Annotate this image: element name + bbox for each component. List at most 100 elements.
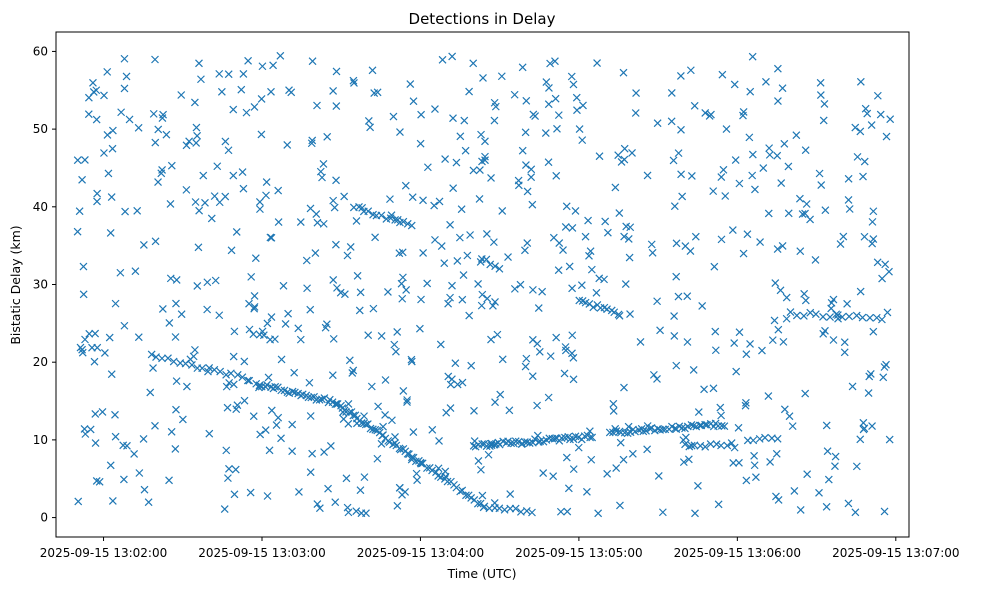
data-point <box>742 350 751 359</box>
data-point <box>520 246 529 255</box>
data-point <box>387 211 396 220</box>
data-point <box>84 110 93 119</box>
data-point <box>534 304 543 312</box>
data-point <box>848 382 857 391</box>
data-point <box>612 464 621 472</box>
data-point <box>557 434 566 442</box>
data-point <box>151 421 159 430</box>
data-point <box>403 398 411 406</box>
data-point <box>552 333 561 342</box>
data-point <box>201 198 209 207</box>
data-point <box>147 350 156 359</box>
data-point <box>431 235 439 244</box>
data-point <box>399 217 408 226</box>
data-point <box>384 288 392 296</box>
data-point <box>371 425 380 434</box>
data-point <box>352 217 361 225</box>
data-point <box>586 247 595 256</box>
data-point <box>577 281 586 290</box>
data-point <box>748 150 757 159</box>
data-point <box>788 422 797 431</box>
data-point <box>683 292 692 301</box>
data-point <box>476 465 485 474</box>
data-point <box>643 445 652 454</box>
data-point <box>528 285 537 294</box>
data-point <box>845 312 854 321</box>
data-point <box>625 253 634 262</box>
plot-frame <box>55 31 910 538</box>
data-point <box>687 172 696 180</box>
data-point <box>669 156 678 165</box>
data-point <box>213 162 222 171</box>
data-point <box>678 192 687 201</box>
data-point <box>836 240 845 249</box>
data-point <box>315 395 324 404</box>
data-point <box>413 476 422 485</box>
data-point <box>670 202 679 211</box>
data-point <box>624 235 633 243</box>
data-point <box>86 425 95 434</box>
data-point <box>579 101 587 110</box>
data-point <box>824 475 833 484</box>
data-point <box>172 299 180 308</box>
data-point <box>544 100 553 109</box>
data-point <box>444 299 453 308</box>
data-point <box>203 278 212 287</box>
data-point <box>151 55 159 64</box>
data-point <box>670 332 679 340</box>
data-point <box>587 455 596 464</box>
data-point <box>396 128 404 137</box>
data-point <box>134 123 143 132</box>
data-point <box>833 311 842 320</box>
data-point <box>869 207 878 216</box>
data-point <box>389 112 398 121</box>
data-point <box>130 449 139 458</box>
data-point <box>595 274 604 283</box>
data-point <box>844 499 853 508</box>
data-point <box>357 509 366 518</box>
data-point <box>448 281 456 290</box>
data-point <box>806 308 815 317</box>
data-point <box>643 171 652 180</box>
data-point <box>277 434 285 443</box>
data-point <box>75 207 84 216</box>
data-point <box>676 71 685 80</box>
data-point <box>867 121 876 130</box>
data-point <box>210 365 219 374</box>
data-point <box>231 465 240 474</box>
data-point <box>852 311 861 320</box>
data-point <box>523 187 532 196</box>
data-point <box>518 146 527 155</box>
data-point <box>395 483 404 492</box>
data-point <box>349 366 358 375</box>
data-point <box>885 267 893 276</box>
data-point <box>851 123 860 132</box>
data-point <box>274 218 283 226</box>
data-point <box>154 125 163 134</box>
data-point <box>246 488 255 497</box>
y-axis-label: Bistatic Delay (km) <box>8 225 23 344</box>
data-point <box>271 382 280 391</box>
data-point <box>546 352 555 361</box>
data-point <box>434 471 443 480</box>
data-point <box>816 91 825 100</box>
data-point <box>853 152 862 161</box>
data-point <box>337 401 345 410</box>
data-point <box>441 155 450 164</box>
data-point <box>356 486 365 495</box>
data-point <box>594 509 603 518</box>
data-point <box>581 232 590 241</box>
data-point <box>369 304 378 313</box>
data-point <box>256 205 264 214</box>
data-point <box>267 87 275 96</box>
data-point <box>741 401 750 410</box>
data-point <box>263 319 272 328</box>
data-point <box>465 87 474 96</box>
data-point <box>232 405 241 414</box>
data-point <box>698 302 707 310</box>
data-point <box>272 421 281 429</box>
data-point <box>784 209 793 218</box>
data-point <box>493 330 502 339</box>
data-point <box>377 211 386 220</box>
data-point <box>366 424 375 433</box>
